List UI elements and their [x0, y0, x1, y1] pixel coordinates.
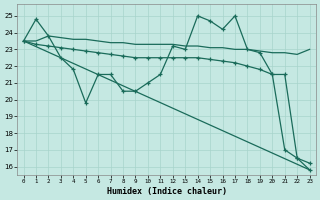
X-axis label: Humidex (Indice chaleur): Humidex (Indice chaleur)	[107, 187, 227, 196]
